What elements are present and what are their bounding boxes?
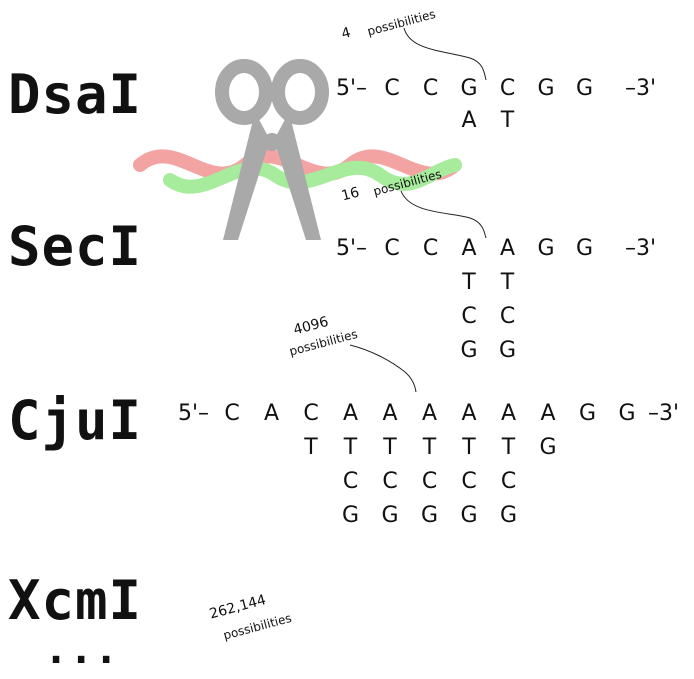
variant-base-letter: T bbox=[462, 270, 476, 295]
variant-base-letter: T bbox=[501, 435, 516, 460]
base-letter: A bbox=[499, 236, 516, 261]
variant-base-letter: G bbox=[499, 503, 518, 528]
sequence-prefix: 5'– bbox=[336, 76, 368, 101]
sequence-prefix: 5'– bbox=[336, 236, 368, 261]
variant-base-letter: C bbox=[461, 304, 477, 329]
base-letter: C bbox=[422, 236, 439, 261]
variant-base-letter: G bbox=[381, 503, 399, 528]
base-letter: G bbox=[575, 76, 594, 101]
variant-base-letter: C bbox=[382, 469, 398, 494]
variant-base-letter: G bbox=[498, 338, 517, 363]
variant-base-letter: C bbox=[342, 469, 359, 494]
variant-base-letter: G bbox=[460, 503, 478, 528]
variant-base-letter: T bbox=[500, 108, 515, 133]
base-letter: A bbox=[421, 401, 438, 426]
variant-base-letter: T bbox=[422, 435, 437, 460]
base-letter: C bbox=[384, 236, 400, 261]
ellipsis: ... bbox=[44, 627, 120, 673]
variant-base-letter: T bbox=[304, 435, 318, 460]
base-letter: G bbox=[575, 236, 594, 261]
base-letter: A bbox=[540, 401, 556, 426]
base-letter: C bbox=[224, 401, 240, 426]
enzyme-name-dsai: DsaI bbox=[8, 63, 143, 126]
variant-base-letter: T bbox=[462, 435, 476, 460]
base-letter: G bbox=[537, 76, 555, 101]
variant-base-letter: G bbox=[460, 338, 478, 363]
base-letter: C bbox=[303, 401, 319, 426]
variant-base-letter: G bbox=[420, 503, 439, 528]
scissors-icon bbox=[215, 59, 329, 240]
variant-base-letter: C bbox=[499, 304, 516, 329]
sequence-suffix: –3' bbox=[625, 76, 657, 101]
base-letter: A bbox=[342, 401, 359, 426]
enzyme-name-cjui: CjuI bbox=[8, 389, 143, 452]
variant-base-letter: T bbox=[343, 435, 358, 460]
variant-base-letter: C bbox=[500, 469, 517, 494]
variant-base-letter: G bbox=[539, 435, 557, 460]
pointer-lines bbox=[349, 27, 487, 393]
variant-base-letter: T bbox=[500, 270, 515, 295]
base-letter: C bbox=[422, 76, 439, 101]
base-letter: A bbox=[382, 401, 398, 426]
base-letter: A bbox=[461, 401, 477, 426]
enzyme-name-seci: SecI bbox=[8, 215, 143, 278]
base-letter: C bbox=[499, 76, 516, 101]
base-letter: A bbox=[263, 401, 280, 426]
variant-base-letter: C bbox=[421, 469, 438, 494]
base-letter: A bbox=[500, 401, 517, 426]
variant-base-letter: A bbox=[461, 108, 477, 133]
variant-base-letter: T bbox=[383, 435, 397, 460]
base-letter: G bbox=[460, 76, 478, 101]
sequence-suffix: –3' bbox=[648, 401, 680, 426]
base-letter: G bbox=[578, 401, 597, 426]
base-letter: A bbox=[461, 236, 477, 261]
sequence-suffix: –3' bbox=[625, 236, 657, 261]
variant-base-letter: C bbox=[461, 469, 477, 494]
variant-base-letter: G bbox=[341, 503, 360, 528]
base-letter: G bbox=[618, 401, 636, 426]
base-letter: G bbox=[537, 236, 555, 261]
sequence-prefix: 5'– bbox=[178, 401, 210, 426]
enzyme-name-xcmi: XcmI bbox=[8, 569, 143, 632]
base-letter: C bbox=[384, 76, 400, 101]
